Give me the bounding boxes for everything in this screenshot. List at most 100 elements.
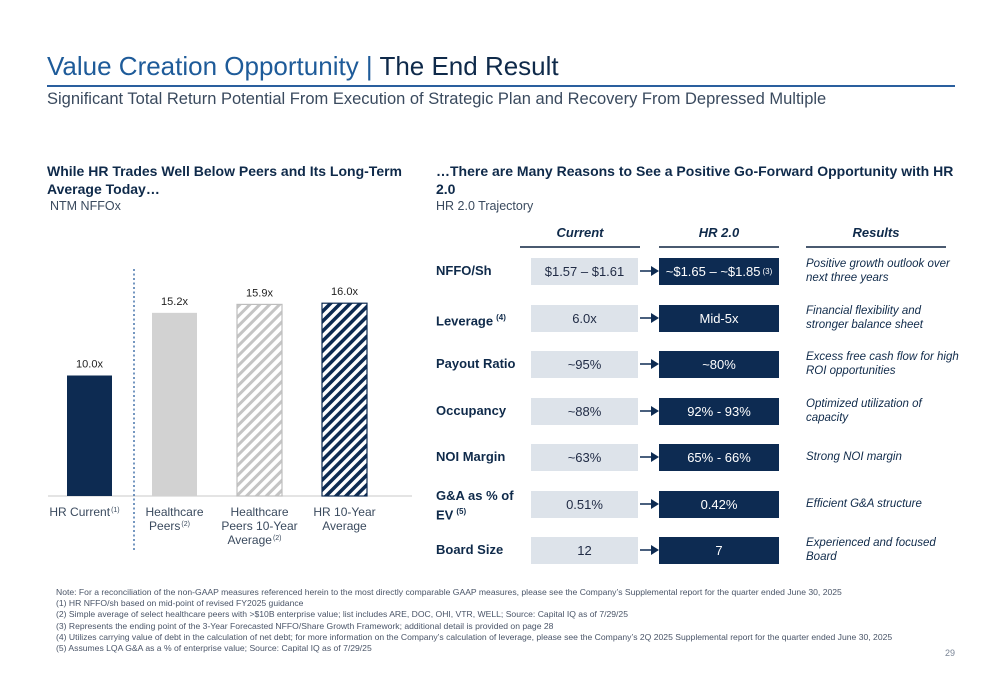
data-label: 16.0x <box>331 286 358 298</box>
page-title: Value Creation Opportunity | The End Res… <box>47 51 559 82</box>
current-value: $1.57 – $1.61 <box>531 258 638 285</box>
arrow-right-icon <box>640 406 659 416</box>
result-description: Experienced and focused Board <box>806 537 936 563</box>
footnote-2: (2) Simple average of select healthcare … <box>56 609 628 620</box>
left-heading: While HR Trades Well Below Peers and Its… <box>47 163 402 197</box>
row-label-footnote: (5) <box>456 507 467 516</box>
right-subheading: HR 2.0 Trajectory <box>436 199 534 213</box>
row-label: Occupancy <box>436 403 531 419</box>
category-label-text: Average <box>227 533 272 547</box>
result-description: Optimized utilization of capacity <box>806 398 922 424</box>
hr2-target-text: 65% - 66% <box>687 450 751 465</box>
result-description: Financial flexibility and stronger balan… <box>806 305 923 331</box>
footnote-1: (1) HR NFFO/sh based on mid-point of rev… <box>56 598 304 609</box>
arrow-right-icon <box>640 499 659 509</box>
title-divider <box>47 85 955 87</box>
row-label-footnote: (4) <box>496 313 506 322</box>
result-description: Efficient G&A structure <box>806 498 922 510</box>
arrow-right-icon <box>640 359 659 369</box>
category-footnote: (2) <box>273 535 282 542</box>
data-label: 10.0x <box>76 359 103 371</box>
footnote-3: (3) Represents the ending point of the 3… <box>56 620 554 631</box>
title-main: Value Creation Opportunity <box>47 51 359 81</box>
row-label: NOI Margin <box>436 449 531 465</box>
category-label: HR Current(1) <box>49 505 119 519</box>
row-label-text: G&A as % of EV <box>436 488 514 523</box>
result-description: Strong NOI margin <box>806 451 902 463</box>
hr2-target-text: 0.42% <box>700 497 738 512</box>
hr2-target-value: ~80% <box>659 351 779 378</box>
arrow-right-icon <box>640 545 659 555</box>
hr2-target-text: 7 <box>715 543 723 558</box>
category-label-text: Average <box>322 519 367 533</box>
hr2-target-text: ~$1.65 – ~$1.85 <box>665 264 761 279</box>
left-subheading: NTM NFFOx <box>50 199 121 213</box>
column-header-hr2: HR 2.0 <box>698 225 740 240</box>
row-label-text: Leverage <box>436 313 494 329</box>
arrow-right-icon <box>640 266 659 276</box>
data-label: 15.9x <box>246 287 273 299</box>
category-footnote: (2) <box>181 521 190 528</box>
current-header-rule <box>520 246 640 248</box>
category-label-text: Healthcare <box>145 505 203 519</box>
results-header-rule <box>806 246 946 248</box>
column-header-results: Results <box>852 225 900 240</box>
hr2-target-footnote: (3) <box>762 267 773 276</box>
hr2-target-value: Mid-5x <box>659 305 779 332</box>
current-value: ~63% <box>531 444 638 471</box>
row-label-text: Board Size <box>436 542 504 557</box>
row-label-text: Occupancy <box>436 403 507 418</box>
page-number: 29 <box>944 648 955 658</box>
row-label: Leverage (4) <box>436 310 531 329</box>
row-label: Payout Ratio <box>436 356 531 372</box>
bar <box>236 303 283 497</box>
hr2-target-text: Mid-5x <box>699 311 739 326</box>
footnote-4: (4) Utilizes carrying value of debt in t… <box>56 631 893 642</box>
right-heading: …There are Many Reasons to See a Positiv… <box>436 163 954 197</box>
row-label-text: Payout Ratio <box>436 356 516 371</box>
current-value: ~95% <box>531 351 638 378</box>
hr2-target-text: 92% - 93% <box>687 404 751 419</box>
row-label-text: NFFO/Sh <box>436 263 492 278</box>
category-label: Average(2) <box>227 533 281 547</box>
current-value: 0.51% <box>531 491 638 518</box>
current-value: 6.0x <box>531 305 638 332</box>
title-accent: The End Result <box>379 51 559 81</box>
category-label: Peers 10-Year <box>221 519 297 533</box>
current-value: ~88% <box>531 398 638 425</box>
hr2-target-value: 0.42% <box>659 491 779 518</box>
current-value: 12 <box>531 537 638 564</box>
hr2-target-value: 92% - 93% <box>659 398 779 425</box>
row-label-text: NOI Margin <box>436 449 506 464</box>
row-label: G&A as % of EV (5) <box>436 488 531 523</box>
hr2-target-value: 7 <box>659 537 779 564</box>
category-label-text: HR Current <box>49 505 110 519</box>
result-description: Excess free cash flow for high ROI oppor… <box>806 351 959 377</box>
category-footnote: (1) <box>111 507 120 514</box>
title-separator: | <box>358 51 380 81</box>
hr2-header-rule <box>659 246 779 248</box>
category-label: Healthcare <box>230 505 288 519</box>
footnotes: Note: For a reconciliation of the non-GA… <box>56 587 892 654</box>
page-subtitle: Significant Total Return Potential From … <box>47 90 827 108</box>
category-label: HR 10-Year <box>313 505 375 519</box>
bar <box>67 375 112 496</box>
category-label: Average <box>322 519 367 533</box>
result-description: Positive growth outlook over next three … <box>806 258 950 284</box>
category-label: Peers(2) <box>149 519 190 533</box>
footnote-general: Note: For a reconciliation of the non-GA… <box>56 587 842 597</box>
row-label: NFFO/Sh <box>436 263 531 279</box>
hr2-target-value: ~$1.65 – ~$1.85 (3) <box>659 258 779 285</box>
column-header-current: Current <box>556 225 604 240</box>
footnote-5: (5) Assumes LQA G&A as a % of enterprise… <box>56 643 372 654</box>
arrow-right-icon <box>640 313 659 323</box>
category-label-text: Healthcare <box>230 505 288 519</box>
bar <box>321 302 368 497</box>
hr2-target-text: ~80% <box>702 357 736 372</box>
bar <box>152 312 197 496</box>
hr2-target-value: 65% - 66% <box>659 444 779 471</box>
row-label: Board Size <box>436 542 531 558</box>
category-label-text: Peers 10-Year <box>221 519 297 533</box>
data-label: 15.2x <box>161 296 188 308</box>
